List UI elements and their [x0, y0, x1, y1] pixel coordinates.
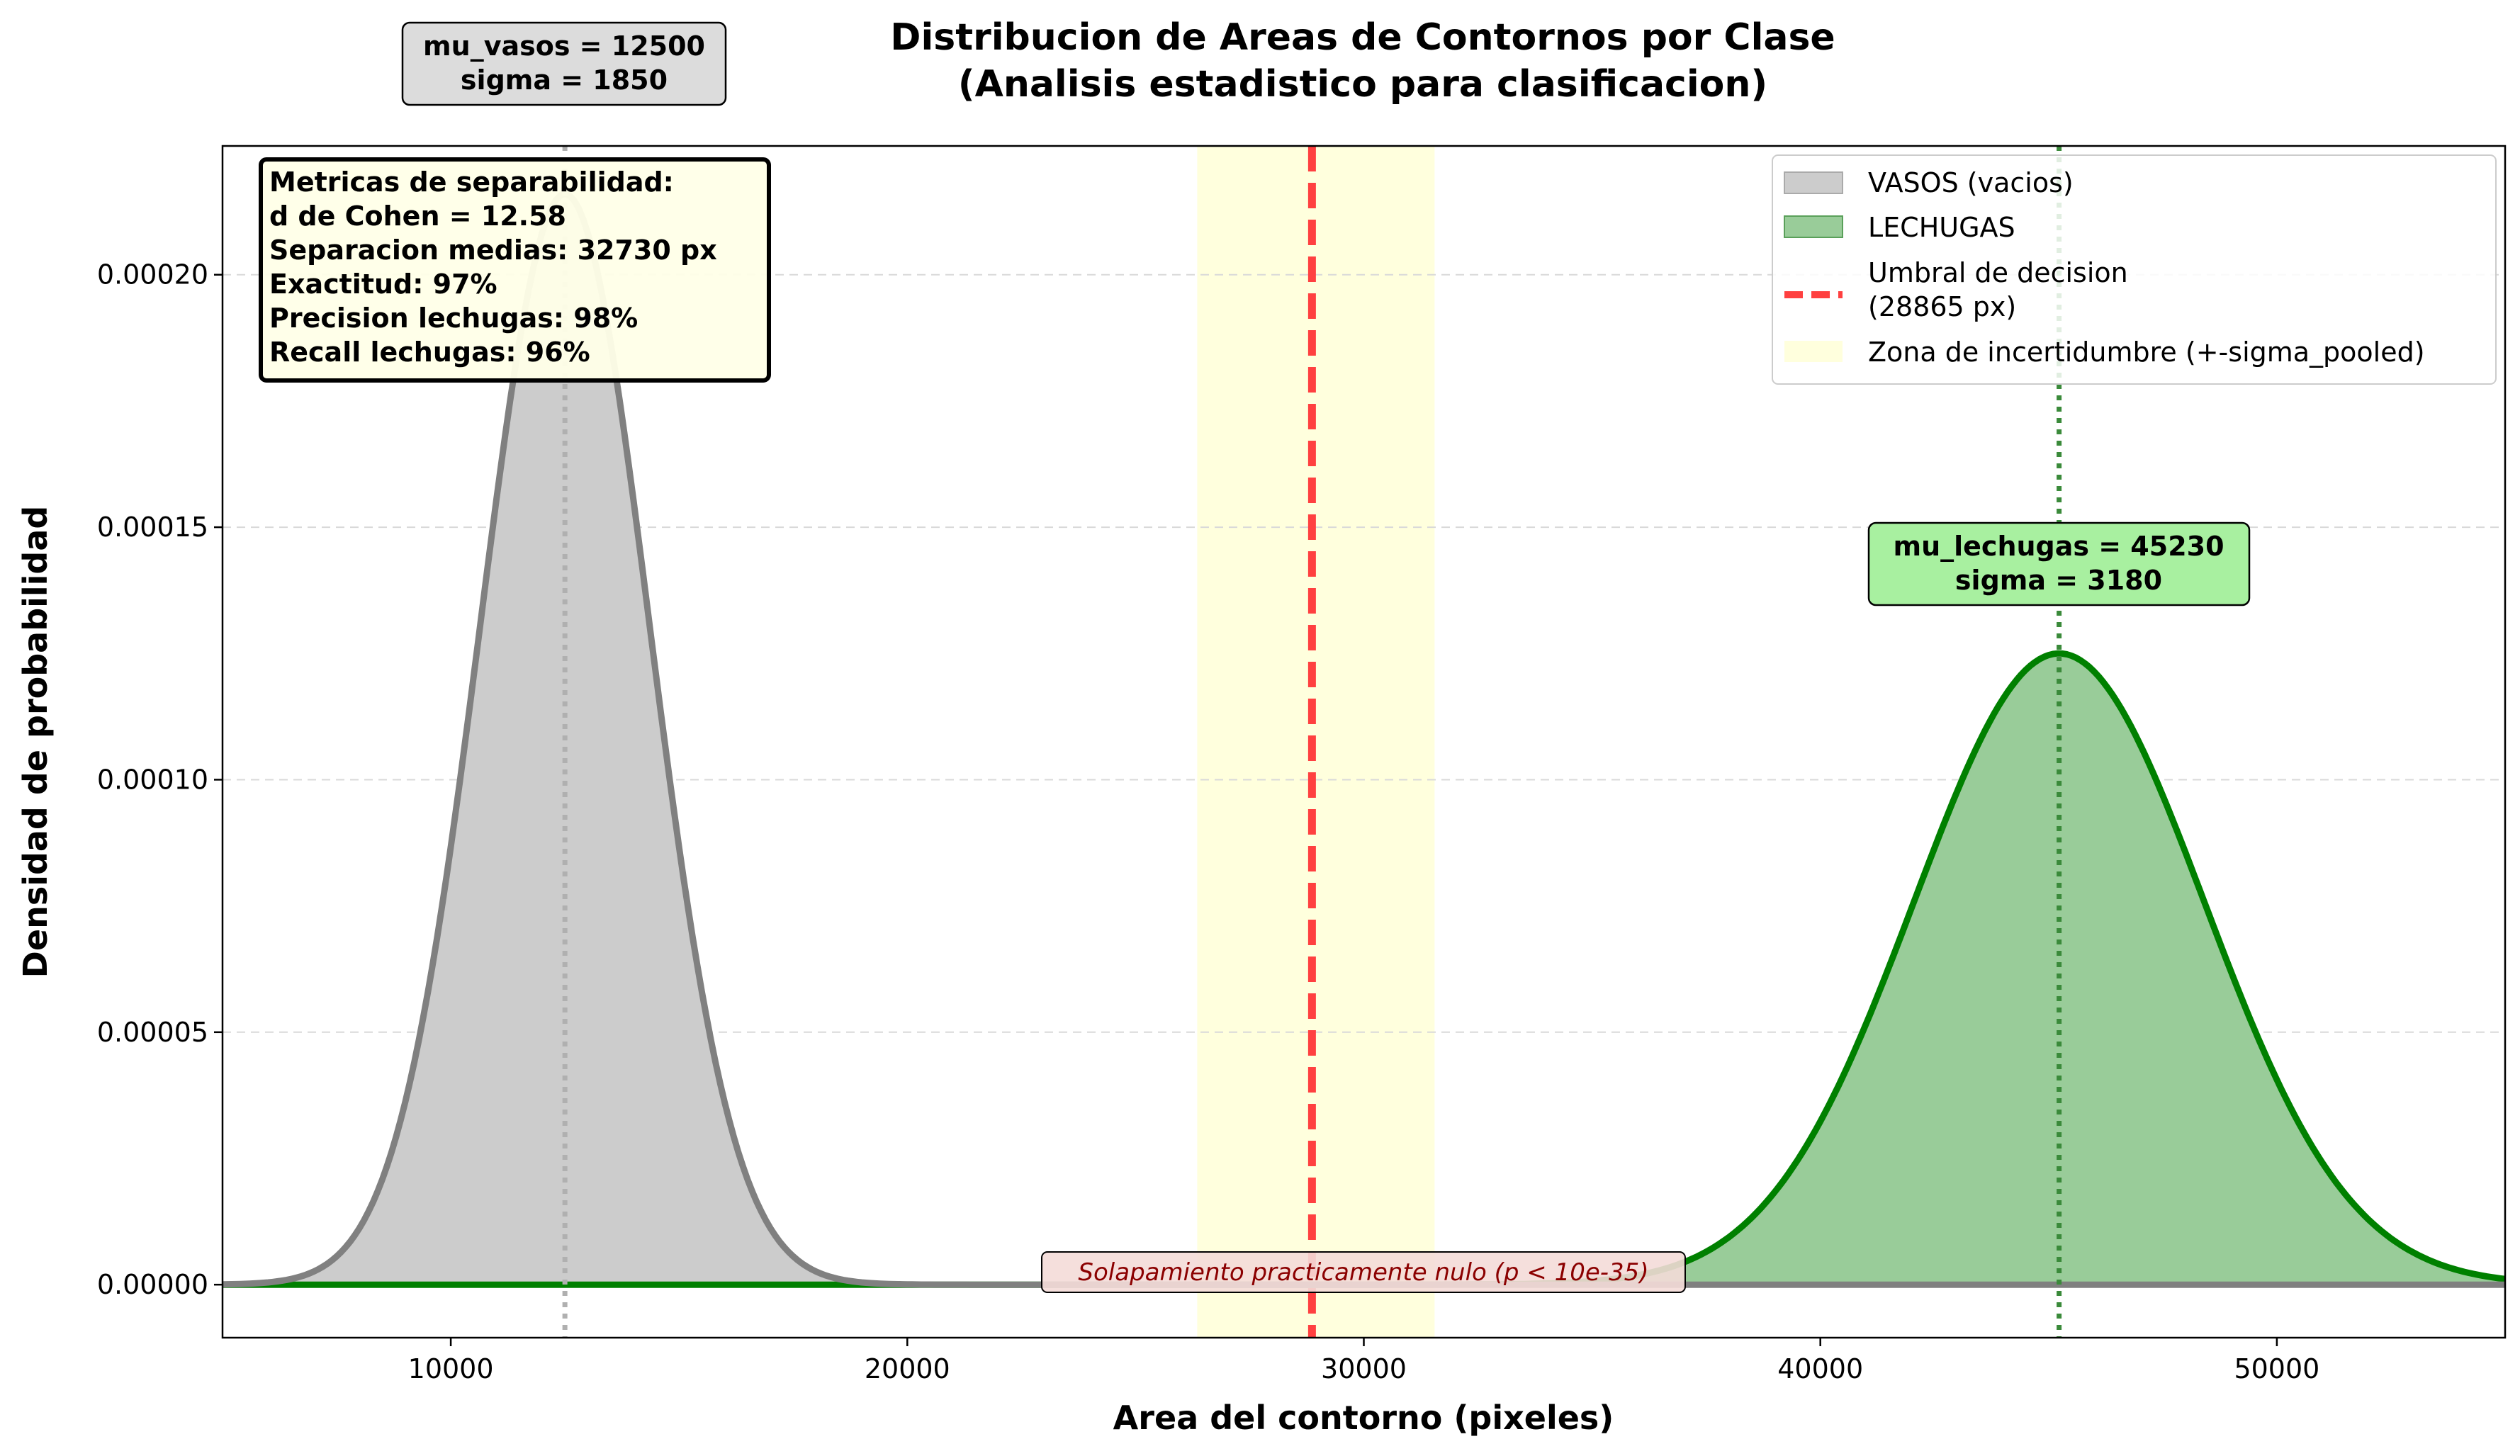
legend-label-vasos: VASOS (vacios): [1868, 167, 2074, 198]
metrics-line: Precision lechugas: 98%: [269, 303, 638, 334]
legend-label-threshold: Umbral de decision: [1868, 257, 2128, 288]
legend-swatch-zone: [1784, 341, 1843, 362]
series-fill-1: [223, 653, 2505, 1285]
legend-swatch-vasos: [1784, 171, 1843, 194]
legend-label-zone: Zona de incertidumbre (+-sigma_pooled): [1868, 337, 2425, 368]
y-tick-label: 0.00020: [97, 259, 208, 290]
y-tick-label: 0.00005: [97, 1017, 208, 1048]
lechugas-annotation: mu_lechugas = 45230 sigma = 3180: [1867, 521, 2251, 606]
vasos-annotation-line: mu_vasos = 12500: [423, 30, 705, 62]
y-tick-label: 0.00015: [97, 512, 208, 543]
chart-subtitle: (Analisis estadistico para clasificacion…: [958, 63, 1767, 106]
metrics-line: Metricas de separabilidad:: [269, 167, 674, 198]
x-tick-label: 30000: [1321, 1353, 1407, 1384]
lechugas-annotation-line: mu_lechugas = 45230: [1893, 531, 2224, 562]
overlap-note-box: [1041, 1251, 1686, 1293]
legend-swatch-lechugas: [1784, 215, 1843, 238]
x-axis-label: Area del contorno (pixeles): [1113, 1399, 1614, 1437]
metrics-box: Metricas de separabilidad: d de Cohen = …: [259, 157, 771, 383]
legend: VASOS (vacios) LECHUGAS Umbral de decisi…: [1772, 154, 2497, 385]
legend-box: [1772, 154, 2497, 385]
reference-lines-layer: [562, 146, 2062, 1338]
vasos-annotation: mu_vasos = 12500 sigma = 1850: [401, 21, 727, 106]
metrics-line: d de Cohen = 12.58: [269, 201, 566, 232]
y-tick-label: 0.00000: [97, 1269, 208, 1300]
chart-title: Distribucion de Areas de Contornos por C…: [890, 16, 1835, 59]
metrics-line: Separacion medias: 32730 px: [269, 235, 717, 266]
vasos-annotation-line: sigma = 1850: [461, 64, 668, 96]
x-tick-label: 10000: [408, 1353, 494, 1384]
metrics-box-background: [259, 157, 771, 383]
series-fill-0: [223, 193, 2505, 1285]
lechugas-annotation-box: [1867, 521, 2251, 606]
x-tick-label: 40000: [1777, 1353, 1863, 1384]
metrics-line: Recall lechugas: 96%: [269, 337, 590, 368]
overlap-note: Solapamiento practicamente nulo (p < 10e…: [1041, 1251, 1686, 1293]
x-tick-label: 50000: [2234, 1353, 2319, 1384]
x-tick-label: 20000: [865, 1353, 950, 1384]
ticks-layer: 10000 20000 30000 40000 50000 0.00000 0.00005 0…: [97, 259, 2319, 1384]
legend-label-lechugas: LECHUGAS: [1868, 212, 2015, 243]
vasos-annotation-box: [401, 21, 727, 106]
legend-label-threshold-detail: (28865 px): [1868, 291, 2016, 322]
y-tick-label: 0.00010: [97, 764, 208, 795]
metrics-line: Exactitud: 97%: [269, 269, 497, 300]
lechugas-annotation-line: sigma = 3180: [1955, 565, 2162, 596]
overlap-note-text: Solapamiento practicamente nulo (p < 10e…: [1078, 1258, 1648, 1287]
y-axis-label: Densidad de probabilidad: [16, 506, 55, 978]
